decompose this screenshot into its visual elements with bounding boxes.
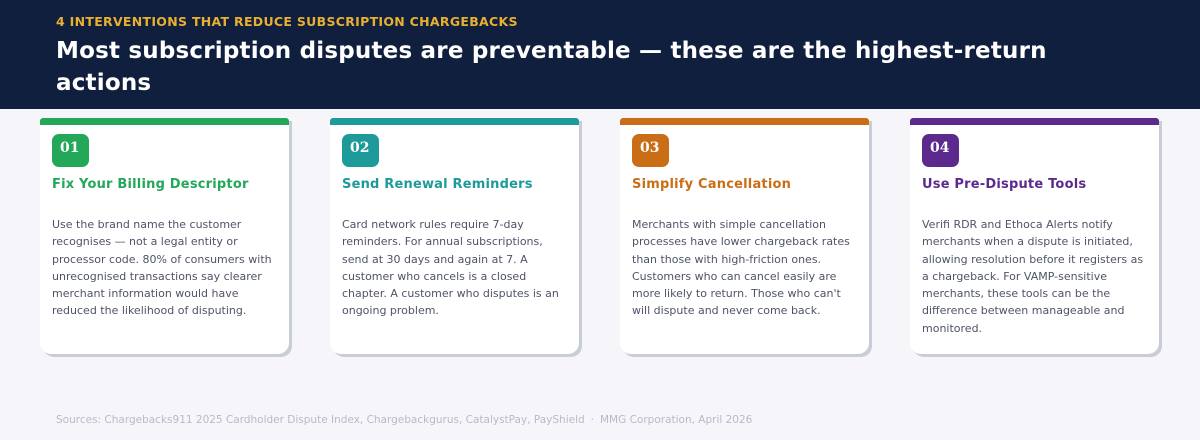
card-title: Use Pre-Dispute Tools bbox=[922, 177, 1087, 192]
card-title: Send Renewal Reminders bbox=[342, 177, 533, 192]
number-badge: 04 bbox=[922, 134, 959, 167]
number-badge: 02 bbox=[342, 134, 379, 167]
card-body: Merchants with simple cancellation proce… bbox=[632, 218, 850, 318]
credit-text: MMG Corporation, April 2026 bbox=[600, 414, 753, 426]
card-body: Use the brand name the customer recognis… bbox=[52, 218, 272, 318]
card-title: Fix Your Billing Descriptor bbox=[52, 177, 249, 192]
header-banner: 4 INTERVENTIONS THAT REDUCE SUBSCRIPTION… bbox=[0, 0, 1200, 109]
sources-text: Sources: Chargebacks911 2025 Cardholder … bbox=[56, 414, 585, 426]
number-badge: 01 bbox=[52, 134, 89, 167]
intervention-card-03: 03 Simplify Cancellation Merchants with … bbox=[620, 118, 869, 354]
intervention-card-02: 02 Send Renewal Reminders Card network r… bbox=[330, 118, 579, 354]
footer-separator: · bbox=[590, 414, 594, 426]
eyebrow-label: 4 INTERVENTIONS THAT REDUCE SUBSCRIPTION… bbox=[56, 14, 518, 29]
card-body: Verifi RDR and Ethoca Alerts notify merc… bbox=[922, 218, 1144, 335]
footer-sources: Sources: Chargebacks911 2025 Cardholder … bbox=[56, 414, 752, 426]
intervention-card-01: 01 Fix Your Billing Descriptor Use the b… bbox=[40, 118, 289, 354]
number-badge: 03 bbox=[632, 134, 669, 167]
accent-bar bbox=[40, 118, 289, 125]
accent-bar bbox=[330, 118, 579, 125]
card-body: Card network rules require 7-day reminde… bbox=[342, 218, 559, 318]
accent-bar bbox=[910, 118, 1159, 125]
page-title: Most subscription disputes are preventab… bbox=[56, 38, 1047, 96]
intervention-card-04: 04 Use Pre-Dispute Tools Verifi RDR and … bbox=[910, 118, 1159, 354]
accent-bar bbox=[620, 118, 869, 125]
card-title: Simplify Cancellation bbox=[632, 177, 792, 192]
